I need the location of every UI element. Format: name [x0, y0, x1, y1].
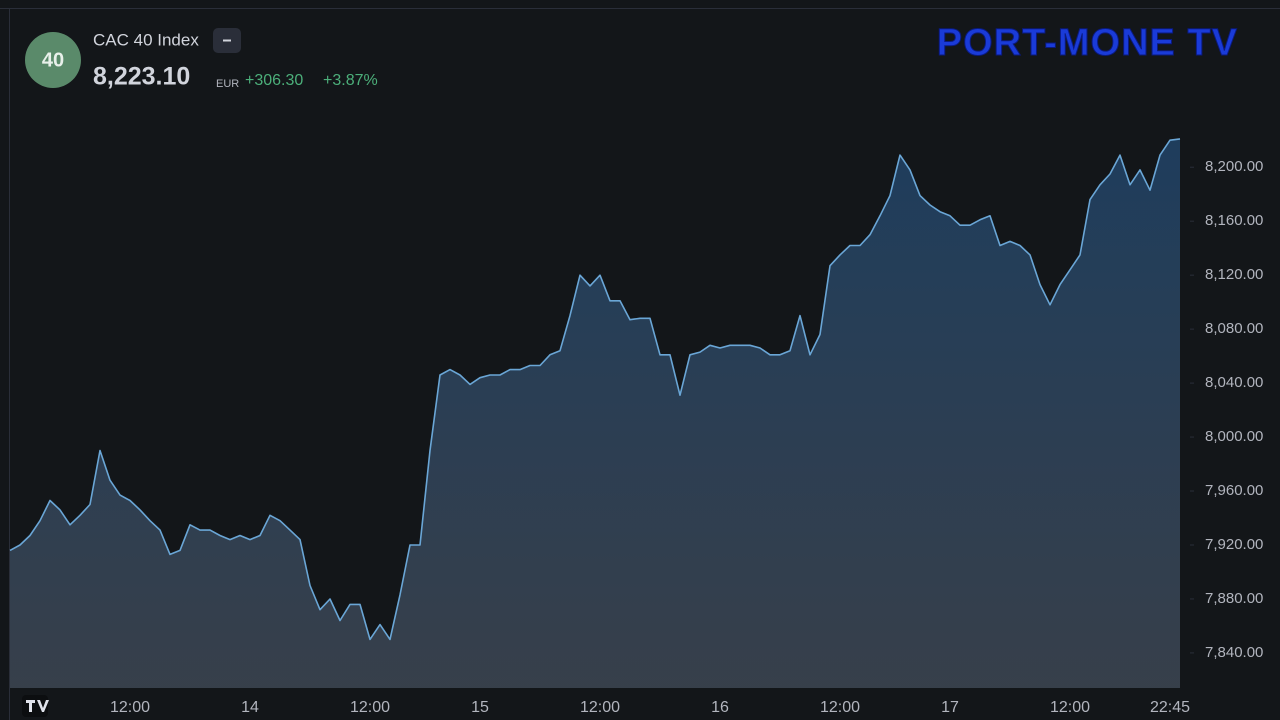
- x-tick-label: 12:00: [580, 699, 620, 716]
- symbol-badge: [25, 32, 81, 88]
- x-tick-label: 15: [471, 699, 489, 716]
- y-tick-label: 8,160.00: [1205, 212, 1263, 229]
- last-price: 8,223.10: [93, 63, 190, 91]
- y-tick-label: 7,960.00: [1205, 482, 1263, 499]
- x-tick-label: 12:00: [1050, 699, 1090, 716]
- x-tick-label: 22:45: [1150, 699, 1190, 716]
- y-tick-label: 8,040.00: [1205, 374, 1263, 391]
- change: +306.30: [245, 72, 303, 89]
- x-tick-label: 17: [941, 699, 959, 716]
- price-line: [9, 138, 1181, 641]
- x-tick-label: 14: [241, 699, 259, 716]
- y-tick-label: 7,920.00: [1205, 536, 1263, 553]
- badge-text: 40: [42, 49, 64, 71]
- y-tick-label: 8,200.00: [1205, 158, 1263, 175]
- change-percent: +3.87%: [323, 72, 378, 89]
- x-tick-label: 12:00: [350, 699, 390, 716]
- watermark: PORT-MONE TV: [937, 22, 1238, 64]
- y-tick-label: 8,000.00: [1205, 428, 1263, 445]
- currency: EUR: [216, 78, 239, 90]
- x-tick-label: 12:00: [820, 699, 860, 716]
- y-tick-label: 7,840.00: [1205, 644, 1263, 661]
- x-tick-label: 16: [711, 699, 729, 716]
- y-tick-label: 7,880.00: [1205, 590, 1263, 607]
- x-tick-label: 12:00: [110, 699, 150, 716]
- area-fill: [10, 138, 1180, 688]
- plot-area: 7,840.00 7,880.00 7,920.00 7,960.00 8,000.00…: [9, 138, 1263, 716]
- chart-title: CAC 40 Index: [93, 30, 199, 49]
- tv-logo-mark: [26, 700, 49, 712]
- y-tick-label: 8,120.00: [1205, 266, 1263, 283]
- y-tick-label: 8,080.00: [1205, 320, 1263, 337]
